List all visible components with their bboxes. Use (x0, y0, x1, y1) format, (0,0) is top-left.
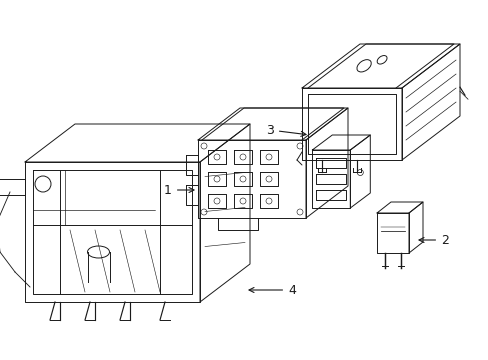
Text: 1: 1 (164, 184, 194, 197)
Text: 3: 3 (265, 123, 305, 136)
Text: 4: 4 (248, 284, 295, 297)
Text: 2: 2 (418, 234, 448, 247)
